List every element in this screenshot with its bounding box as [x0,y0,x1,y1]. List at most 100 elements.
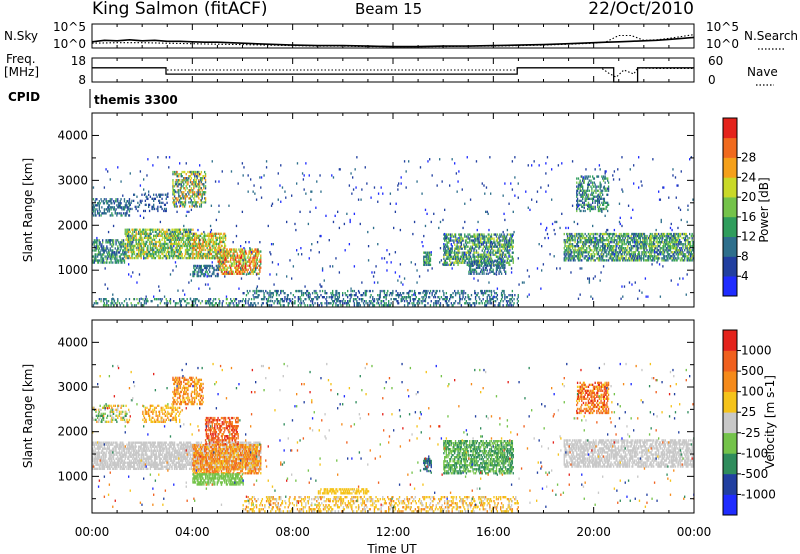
power-cell [311,298,314,301]
power-cell [194,179,196,182]
power-cell [92,259,94,262]
power-cell [215,254,218,258]
power-cell [587,241,589,244]
power-cell [201,254,203,258]
power-cell [152,207,154,211]
power-cell [108,204,111,207]
power-cell [458,257,460,260]
power-cell [455,245,458,248]
power-cell [505,245,508,248]
power-cell [194,270,196,274]
power-cell [592,236,595,240]
power-cell [451,304,453,307]
power-cell [477,253,479,256]
power-cell [117,241,120,244]
power-cell [222,266,224,269]
power-cell [510,233,512,236]
power-cell [499,251,501,254]
power-cell [598,255,601,258]
power-cell [97,245,99,248]
power-cell [147,248,149,252]
power-cell [352,289,354,293]
power-cell [599,187,601,190]
power-cell [426,257,428,260]
power-cell [133,236,135,240]
power-cell [570,255,572,258]
power-cell [221,254,223,257]
power-cell [263,294,265,297]
power-cell [568,255,570,258]
power-cell [192,191,194,194]
power-cell [254,258,256,261]
power-cell [477,272,479,275]
power-cell [189,228,192,231]
power-cell [466,261,468,264]
power-cell [138,240,140,244]
power-cell [342,300,344,303]
power-cell [568,251,570,254]
power-cell [498,302,500,305]
power-cell [477,239,479,242]
power-cell [574,236,576,240]
power-cell [255,254,258,257]
power-cell [179,228,182,231]
power-cell [569,247,571,250]
power-cell [196,205,198,208]
power-cell [613,239,616,242]
power-cell [189,181,192,184]
power-cell [360,298,362,301]
power-cell [454,251,456,254]
power-cell [578,249,580,252]
power-cell [571,234,574,238]
power-cell [103,208,106,211]
power-cell [500,255,503,258]
power-cell [160,246,162,250]
power-cell [110,202,112,205]
power-cell [479,233,481,236]
power-cell [586,259,588,262]
power-cell [205,240,208,244]
power-cell [173,300,175,303]
power-cell [588,179,591,182]
power-cell [255,250,258,253]
power-cell [499,253,501,256]
power-cell [454,233,456,236]
power-cell [114,261,116,264]
power-cell [590,179,592,182]
power-cell [597,175,599,178]
power-cell [592,191,595,194]
power-cell [602,234,604,238]
power-cell [429,257,431,260]
power-cell [623,232,626,236]
power-cell [144,242,147,246]
power-cell [576,197,579,201]
power-cell [469,237,471,240]
power-cell [429,251,431,254]
power-cell [501,296,504,299]
power-cell [450,255,453,258]
power-cell [170,248,172,252]
power-cell [592,197,594,201]
power-cell [602,199,605,203]
power-cell [138,228,141,231]
power-cell [492,263,494,267]
power-cell [120,243,122,246]
power-cell [188,240,190,244]
power-cell [618,241,621,244]
power-cell [216,236,218,240]
power-cell [195,254,198,258]
power-cell [112,200,115,203]
power-cell [600,259,602,262]
power-cell [178,244,180,248]
power-cell [168,234,170,238]
power-cell [209,232,212,236]
power-cell [577,259,580,262]
power-cell [106,255,108,258]
power-cell [152,252,154,256]
power-cell [616,239,618,242]
power-cell [93,249,96,252]
power-cell [489,261,491,264]
power-cell [97,245,100,248]
power-cell [225,248,228,251]
power-cell [177,254,179,258]
